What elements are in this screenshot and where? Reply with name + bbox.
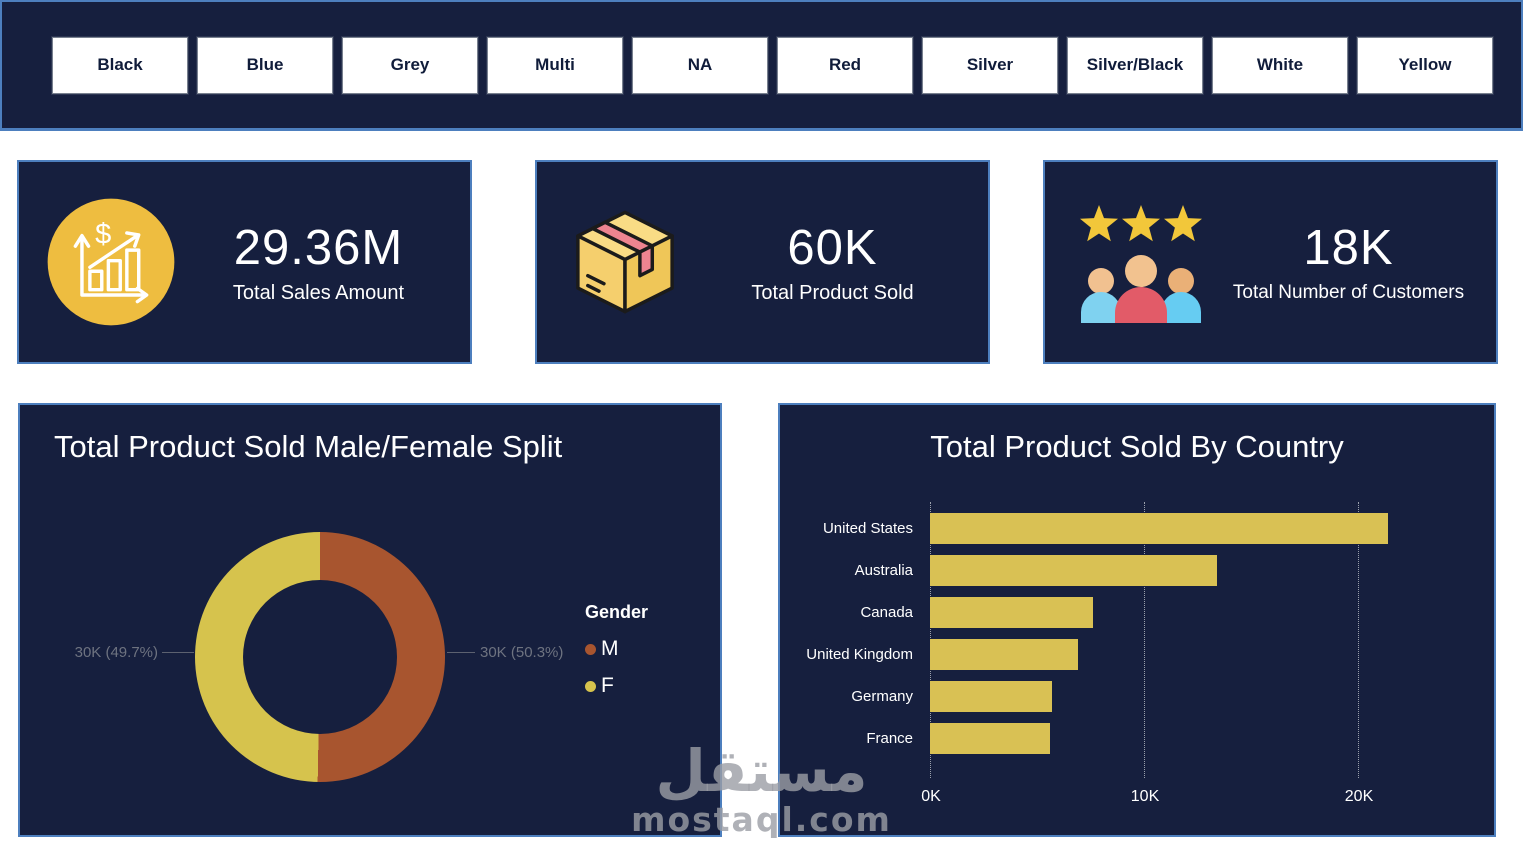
bar-united-states[interactable] (930, 513, 1388, 544)
donut-callout-female: 30K (49.7%) (74, 644, 158, 661)
male-legend-label: M (601, 637, 619, 660)
donut-callout-male: 30K (50.3%) (480, 644, 564, 661)
legend-item-male[interactable]: M (585, 637, 648, 661)
color-slicer-bar: Black Blue Grey Multi NA Red Silver Silv… (0, 0, 1523, 131)
x-tick-20k: 20K (1344, 788, 1374, 805)
svg-text:$: $ (95, 219, 111, 251)
gender-legend: Gender M F (585, 602, 648, 711)
donut-hole (243, 580, 397, 734)
category-canada: Canada (860, 604, 913, 621)
category-united-kingdom: United Kingdom (806, 646, 913, 663)
bar-united-kingdom[interactable] (930, 639, 1078, 670)
bar-canada[interactable] (930, 597, 1093, 628)
total-sales-label: Total Sales Amount (232, 281, 405, 304)
slicer-button-silver[interactable]: Silver (921, 35, 1059, 95)
sales-growth-icon: $ (45, 196, 177, 328)
bar-chart-title: Total Product Sold By Country (930, 429, 1344, 464)
x-tick-0k: 0K (921, 788, 941, 805)
bar-chart-panel: Total Product Sold By Country 0K 10K 20K… (778, 403, 1496, 837)
slicer-button-multi[interactable]: Multi (486, 35, 624, 95)
category-united-states: United States (822, 520, 913, 537)
callout-line-female (162, 652, 194, 653)
female-legend-label: F (601, 674, 614, 697)
slicer-button-red[interactable]: Red (776, 35, 914, 95)
donut-chart-title: Total Product Sold Male/Female Split (54, 429, 563, 464)
callout-line-male (447, 652, 475, 653)
bar-france[interactable] (930, 723, 1050, 754)
total-sales-value: 29.36M (233, 220, 404, 275)
customers-stars-icon (1071, 198, 1211, 326)
legend-title: Gender (585, 602, 649, 622)
bar-germany[interactable] (930, 681, 1052, 712)
female-legend-dot (585, 680, 596, 692)
x-tick-10k: 10K (1130, 788, 1160, 805)
gridline-20k: 20K (1345, 502, 1373, 805)
customers-value: 18K (1303, 221, 1394, 275)
kpi-card-customers: 18K Total Number of Customers (1043, 160, 1498, 364)
category-australia: Australia (854, 562, 913, 579)
donut-chart-panel: Total Product Sold Male/Female Split 30K… (18, 403, 722, 837)
gridline-10k: 10K (1131, 502, 1159, 805)
slicer-button-white[interactable]: White (1211, 35, 1349, 95)
slicer-button-na[interactable]: NA (631, 35, 769, 95)
slicer-button-blue[interactable]: Blue (196, 35, 334, 95)
slicer-button-silver-black[interactable]: Silver/Black (1066, 35, 1204, 95)
product-box-icon (563, 200, 687, 324)
kpi-card-product-sold: 60K Total Product Sold (535, 160, 990, 364)
bar-rows (930, 513, 1490, 765)
male-legend-dot (585, 643, 596, 655)
bar-australia[interactable] (930, 555, 1217, 586)
slicer-button-black[interactable]: Black (51, 35, 189, 95)
bar-category-labels: United States Australia Canada United Ki… (780, 513, 922, 765)
customers-label: Total Number of Customers (1232, 282, 1465, 303)
slicer-button-yellow[interactable]: Yellow (1356, 35, 1494, 95)
slicer-button-grey[interactable]: Grey (341, 35, 479, 95)
product-sold-label: Total Product Sold (751, 281, 914, 304)
category-germany: Germany (851, 688, 913, 705)
product-sold-value: 60K (787, 220, 878, 275)
legend-item-female[interactable]: F (585, 674, 648, 698)
kpi-card-total-sales: $ 29.36M Total Sales Amount (17, 160, 472, 364)
category-france: France (866, 730, 913, 747)
donut-ring[interactable] (195, 532, 445, 782)
